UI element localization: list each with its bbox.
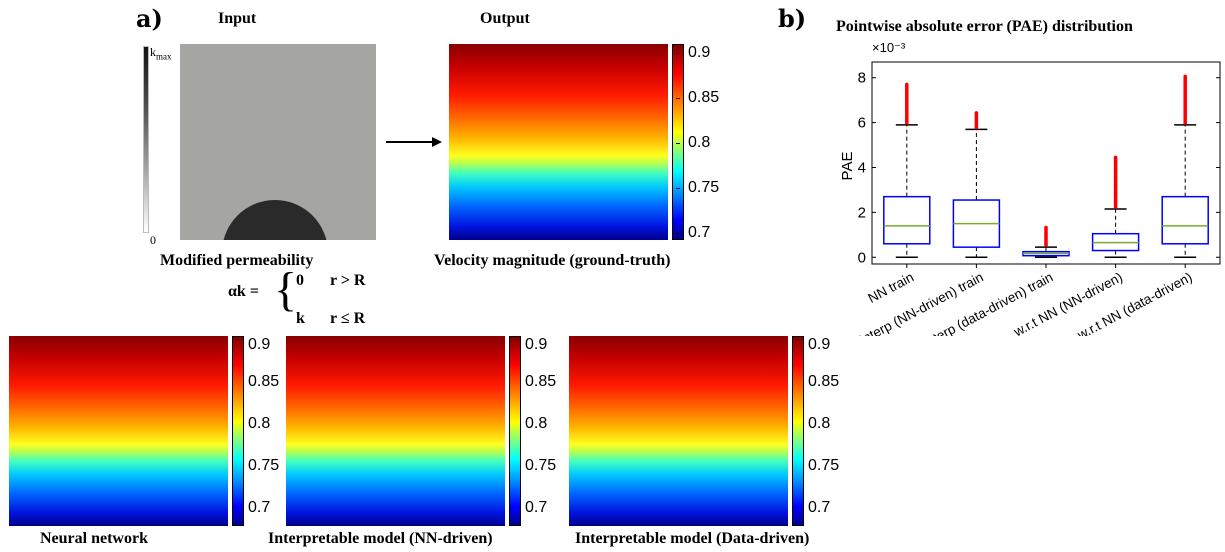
formula-case1-value: 0 [296,272,304,289]
interp-nn-driven-colorbar-ticks: 0.9 0.85 0.8 0.75 0.7 [521,336,581,526]
colorbar-tick: 0.8 [688,134,711,151]
colorbar-tick: 0.85 [248,373,280,390]
colorbar-tick: 0.75 [808,457,840,474]
colorbar-tick: 0.9 [248,336,271,353]
colorbar-tick: 0.8 [525,415,548,432]
chart-title: Pointwise absolute error (PAE) distribut… [836,18,1133,35]
formula-brace: { [274,263,298,316]
y-tick-label: 0 [858,249,866,266]
formula-case1-condition: r > R [330,272,366,289]
colorbar-tick: 0.8 [248,415,271,432]
ground-truth-colorbar [672,44,684,240]
neural-network-colorbar [232,336,244,526]
interp-nn-driven-field [286,336,505,526]
interp-data-driven-colorbar-ticks: 0.9 0.85 0.8 0.75 0.7 [804,336,864,526]
permeability-min-label: 0 [150,233,156,247]
y-tick-label: 6 [858,115,866,132]
colorbar-tick: 0.9 [808,336,831,353]
outlier-point [1113,155,1118,160]
neural-network-colorbar-ticks: 0.9 0.85 0.8 0.75 0.7 [244,336,304,526]
neural-network-field [9,336,228,526]
y-multiplier: ×10⁻³ [872,40,906,55]
colorbar-tick: 0.75 [688,179,720,196]
y-axis-label: PAE [839,152,856,181]
colorbar-tick: 0.75 [248,457,280,474]
neural-network-caption: Neural network [40,530,148,547]
x-tick-label: NN train [865,269,916,305]
interp-nn-driven-colorbar [509,336,521,526]
interp-data-driven-field [569,336,788,526]
formula-case2-condition: r ≤ R [330,310,366,327]
colorbar-tick: 0.85 [808,373,840,390]
x-tick-label: w.r.t NN (data-driven) [1074,269,1195,336]
interp-data-driven-caption: Interpretable model (Data-driven) [575,530,810,547]
obstacle-circle [222,200,328,240]
colorbar-tick: 0.85 [688,89,720,106]
colorbar-tick: 0.7 [808,499,831,516]
ground-truth-field [449,44,668,240]
formula-case2-value: k [296,310,305,327]
outlier-point [1183,74,1187,79]
colorbar-tick: 0.85 [525,373,557,390]
y-tick-label: 2 [858,204,866,221]
input-title: Input [218,10,257,27]
y-tick-label: 8 [858,70,866,87]
outlier-point [905,82,909,87]
colorbar-tick: 0.7 [525,499,548,516]
permeability-colorbar [143,46,149,233]
colorbar-tick: 0.8 [808,415,831,432]
permeability-max-label: kmax [150,45,172,62]
outlier-point [1044,225,1048,230]
interp-nn-driven-caption: Interpretable model (NN-driven) [268,530,493,547]
box [883,195,931,245]
output-caption: Velocity magnitude (ground-truth) [434,252,671,269]
formula-lhs: αk = [228,283,259,300]
panel-b-label: b) [778,4,807,33]
outlier-point [974,111,979,115]
box [1161,195,1209,245]
permeability-formula: αk = { 0 r > R k r ≤ R [228,266,408,332]
colorbar-tick: 0.7 [688,224,711,241]
output-title: Output [480,10,530,27]
colorbar-tick: 0.75 [525,457,557,474]
colorbar-tick: 0.7 [248,499,271,516]
input-caption: Modified permeability [160,252,314,269]
colorbar-tick: 0.9 [525,336,548,353]
y-tick-label: 4 [858,159,866,176]
arrow-icon [386,137,442,147]
ground-truth-colorbar-ticks: 0.9 0.85 0.8 0.75 0.7 [676,44,744,241]
interp-data-driven-colorbar [792,336,804,526]
panel-a-label: a) [136,4,163,33]
permeability-map [180,44,376,240]
colorbar-tick: 0.9 [688,44,711,61]
